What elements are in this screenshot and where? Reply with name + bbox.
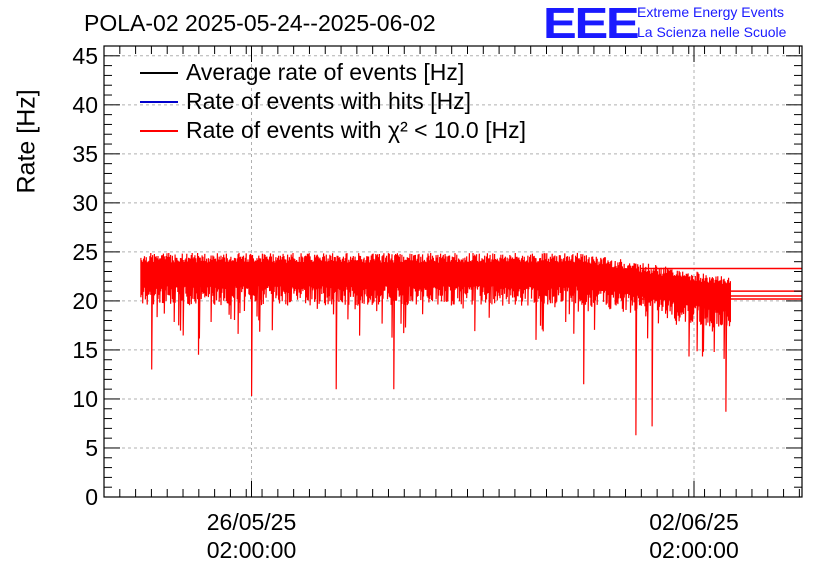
x-tick-label-date: 26/05/25 <box>207 509 297 535</box>
series-layer <box>140 252 802 436</box>
y-tick-label: 5 <box>85 435 98 461</box>
chart-title: POLA-02 2025-05-24--2025-06-02 <box>84 10 436 36</box>
y-tick-label: 10 <box>72 386 98 412</box>
y-axis-label: Rate [Hz] <box>12 89 41 194</box>
y-tick-label: 15 <box>72 337 98 363</box>
y-tick-label: 40 <box>72 92 98 118</box>
y-tick-label: 45 <box>72 43 98 69</box>
legend-swatch-hits <box>140 100 178 103</box>
x-tick-label-date: 02/06/25 <box>649 509 739 535</box>
legend-label-chi2: Rate of events with χ² < 10.0 [Hz] <box>186 117 526 143</box>
eee-logo: EEE <box>543 0 640 48</box>
y-tick-label: 0 <box>85 484 98 510</box>
brand-line-1: Extreme Energy Events <box>637 4 785 20</box>
legend: Average rate of events [Hz] Rate of even… <box>140 58 526 145</box>
legend-label-average: Average rate of events [Hz] <box>186 59 465 85</box>
y-tick-label: 25 <box>72 239 98 265</box>
x-tick-label-time: 02:00:00 <box>649 537 739 563</box>
x-tick-label-time: 02:00:00 <box>207 537 297 563</box>
legend-item-chi2: Rate of events with χ² < 10.0 [Hz] <box>140 116 526 145</box>
y-axis: 0 5 10 15 20 25 30 35 40 45 <box>72 43 802 510</box>
brand-line-2: La Scienza nelle Scuole <box>637 24 787 40</box>
y-tick-label: 20 <box>72 288 98 314</box>
legend-swatch-chi2 <box>140 129 178 132</box>
y-tick-label: 30 <box>72 190 98 216</box>
legend-item-average: Average rate of events [Hz] <box>140 58 526 87</box>
series-chi2-line <box>140 252 731 436</box>
legend-label-hits: Rate of events with hits [Hz] <box>186 88 472 114</box>
y-tick-label: 35 <box>72 141 98 167</box>
legend-item-hits: Rate of events with hits [Hz] <box>140 87 526 116</box>
legend-swatch-average <box>140 71 178 74</box>
